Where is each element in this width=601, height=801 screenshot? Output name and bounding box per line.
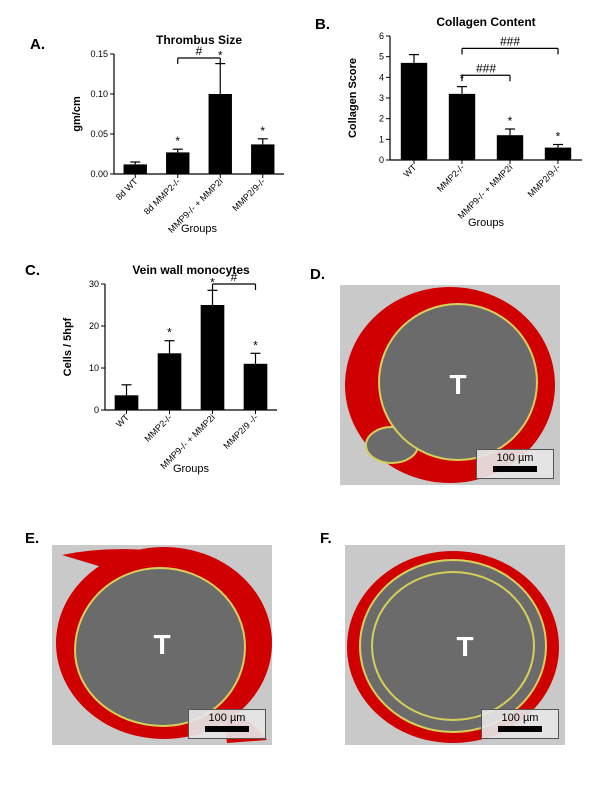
svg-text:30: 30 [89, 279, 99, 289]
scale-bar-label: 100 µm [502, 712, 539, 724]
panel-label-d: D. [310, 266, 325, 283]
svg-text:1: 1 [379, 134, 384, 144]
svg-text:Groups: Groups [181, 223, 218, 235]
svg-text:#: # [231, 270, 238, 284]
svg-text:Collagen Score: Collagen Score [347, 58, 359, 138]
thrombus-label: T [456, 631, 473, 663]
scale-bar: 100 µm [481, 709, 559, 739]
svg-text:4: 4 [379, 72, 384, 82]
chart-vein-wall-monocytes: Vein wall monocytes0102030Cells / 5hpfWT… [55, 256, 285, 476]
svg-text:*: * [167, 326, 172, 340]
svg-text:*: * [508, 114, 513, 128]
chart-collagen-content: Collagen Content 0 1 2 3 4 5 6 Collagen Score WT *… [340, 10, 580, 230]
svg-text:8d MMP2-/-: 8d MMP2-/- [142, 176, 182, 216]
svg-text:0: 0 [379, 155, 384, 165]
panel-label-b: B. [315, 16, 330, 33]
micrograph-d: T 100 µm [340, 285, 560, 485]
svg-text:MMP2/9 -/-: MMP2/9 -/- [221, 412, 260, 451]
thrombus-label: T [449, 369, 466, 401]
svg-text:10: 10 [89, 363, 99, 373]
svg-text:*: * [175, 134, 180, 148]
svg-text:3: 3 [379, 93, 384, 103]
scale-bar: 100 µm [188, 709, 266, 739]
scale-bar-label: 100 µm [497, 452, 534, 464]
svg-text:MMP2/9-/-: MMP2/9-/- [526, 162, 563, 199]
scale-bar-icon [493, 466, 537, 472]
scale-bar-icon [498, 726, 542, 732]
scale-bar-label: 100 µm [209, 712, 246, 724]
svg-text:0: 0 [94, 405, 99, 415]
svg-text:20: 20 [89, 321, 99, 331]
svg-text:gm/cm: gm/cm [71, 96, 83, 132]
svg-text:0.00: 0.00 [90, 169, 108, 179]
svg-text:MMP2-/-: MMP2-/- [142, 412, 173, 443]
svg-text:###: ### [500, 34, 520, 48]
svg-text:0.15: 0.15 [90, 49, 108, 59]
svg-text:Collagen Content: Collagen Content [436, 15, 535, 29]
svg-text:8d WT: 8d WT [114, 176, 140, 202]
panel-label-e: E. [25, 530, 39, 547]
svg-text:2: 2 [379, 114, 384, 124]
svg-text:0.10: 0.10 [90, 89, 108, 99]
svg-text:WT: WT [114, 412, 131, 429]
svg-text:0.05: 0.05 [90, 129, 108, 139]
panel-label-c: C. [25, 262, 40, 279]
svg-text:*: * [556, 130, 561, 144]
svg-text:MMP2/9-/-: MMP2/9-/- [230, 176, 267, 213]
svg-text:WT: WT [401, 162, 418, 179]
svg-text:5: 5 [379, 52, 384, 62]
scale-bar: 100 µm [476, 449, 554, 479]
svg-text:#: # [196, 44, 203, 58]
scale-bar-icon [205, 726, 249, 732]
svg-text:*: * [253, 338, 258, 352]
svg-text:###: ### [476, 61, 496, 75]
micrograph-e: T 100 µm [52, 545, 272, 745]
svg-text:Cells / 5hpf: Cells / 5hpf [62, 317, 74, 376]
thrombus-label: T [153, 629, 170, 661]
thrombus-inner-ring-icon [371, 571, 535, 721]
thrombus-region [359, 559, 547, 733]
chart-thrombus-size: Thrombus Size0.000.050.100.15gm/cm8d WT*… [62, 26, 292, 236]
svg-text:*: * [260, 124, 265, 138]
panel-label-a: A. [30, 36, 45, 53]
svg-text:6: 6 [379, 31, 384, 41]
svg-text:Groups: Groups [468, 217, 505, 229]
micrograph-f: T 100 µm [345, 545, 565, 745]
svg-text:Groups: Groups [173, 463, 210, 475]
svg-text:MMP2-/-: MMP2-/- [435, 162, 466, 193]
